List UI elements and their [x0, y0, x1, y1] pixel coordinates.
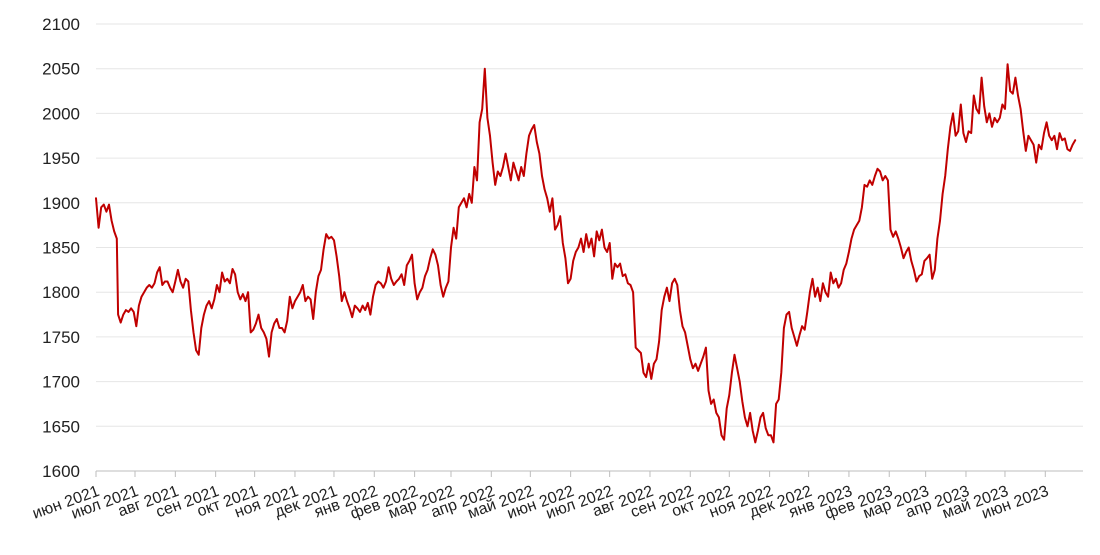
y-tick-label: 1600	[42, 462, 80, 481]
y-tick-label: 2050	[42, 60, 80, 79]
y-tick-label: 2100	[42, 15, 80, 34]
y-tick-label: 1850	[42, 239, 80, 258]
y-tick-label: 1900	[42, 194, 80, 213]
y-tick-label: 1700	[42, 373, 80, 392]
x-axis	[95, 470, 1083, 477]
series-line	[95, 63, 1077, 444]
y-tick-label: 1650	[42, 417, 80, 436]
series-layer	[95, 63, 1077, 444]
y-axis-tick-labels: 1600 1650 1700 1750 1800 1850 1900 1950 2000 2050…	[42, 15, 80, 481]
gridlines	[96, 23, 1083, 427]
y-tick-label: 1800	[42, 283, 80, 302]
y-tick-label: 1950	[42, 149, 80, 168]
y-tick-label: 2000	[42, 104, 80, 123]
y-tick-label: 1750	[42, 328, 80, 347]
